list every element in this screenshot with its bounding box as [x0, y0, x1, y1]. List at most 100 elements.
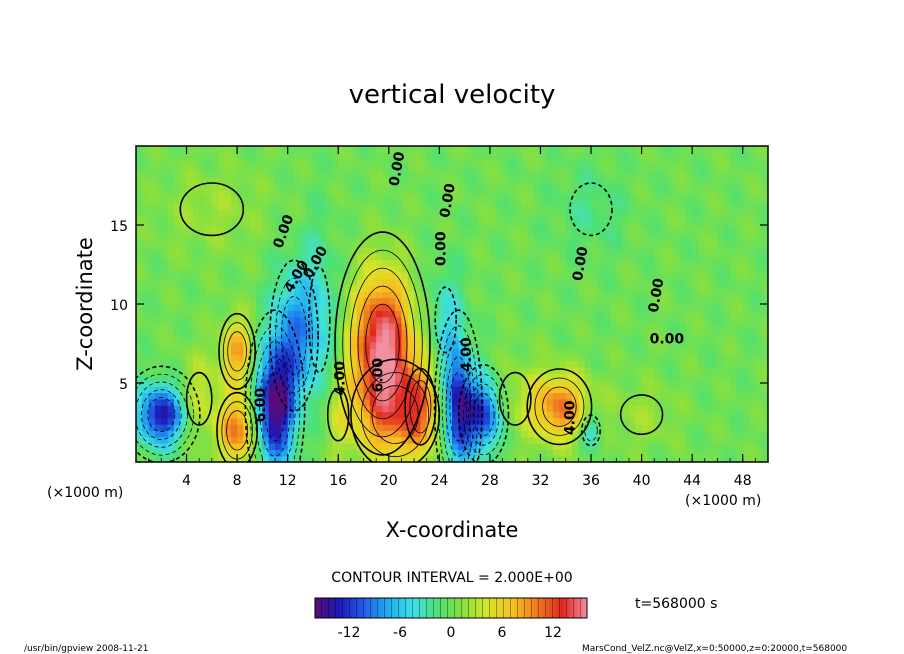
- field-cell: [262, 398, 270, 406]
- field-cell: [666, 190, 674, 198]
- field-cell: [256, 367, 263, 375]
- field-cell: [723, 329, 731, 337]
- field-cell: [363, 190, 371, 198]
- field-cell: [597, 316, 605, 324]
- field-cell: [685, 335, 693, 343]
- field-cell: [736, 354, 744, 362]
- field-cell: [464, 297, 472, 305]
- field-cell: [610, 373, 617, 381]
- field-cell: [673, 221, 681, 229]
- field-cell: [148, 234, 156, 242]
- field-cell: [647, 398, 655, 406]
- field-cell: [723, 430, 731, 438]
- field-cell: [458, 259, 466, 267]
- field-cell: [654, 436, 662, 444]
- field-cell: [679, 253, 687, 261]
- field-cell: [610, 247, 617, 255]
- field-cell: [249, 190, 257, 198]
- field-cell: [173, 202, 181, 210]
- field-cell: [692, 228, 700, 236]
- field-cell: [698, 253, 706, 261]
- field-cell: [755, 253, 763, 261]
- field-cell: [331, 285, 339, 292]
- field-cell: [755, 183, 763, 191]
- field-cell: [167, 234, 175, 242]
- field-cell: [338, 316, 346, 324]
- field-cell: [628, 196, 636, 204]
- field-cell: [262, 322, 270, 330]
- field-cell: [331, 221, 339, 229]
- field-cell: [761, 196, 768, 204]
- field-cell: [660, 285, 668, 292]
- field-cell: [420, 348, 428, 356]
- field-cell: [527, 449, 535, 457]
- field-cell: [148, 424, 156, 431]
- field-cell: [161, 291, 169, 299]
- field-cell: [275, 348, 282, 356]
- field-cell: [761, 405, 768, 413]
- field-cell: [597, 259, 605, 267]
- field-cell: [502, 190, 510, 198]
- field-cell: [578, 183, 586, 191]
- field-cell: [363, 152, 371, 160]
- field-cell: [584, 360, 592, 368]
- field-cell: [730, 152, 737, 160]
- field-cell: [294, 152, 301, 160]
- field-cell: [578, 285, 586, 292]
- field-cell: [660, 386, 668, 394]
- field-cell: [445, 392, 453, 400]
- field-cell: [553, 360, 561, 368]
- field-cell: [344, 253, 352, 261]
- field-cell: [458, 183, 466, 191]
- field-cell: [433, 272, 440, 280]
- field-cell: [572, 285, 579, 292]
- field-cell: [388, 215, 396, 223]
- field-cell: [749, 183, 756, 191]
- field-cell: [344, 202, 352, 210]
- field-cell: [692, 360, 700, 368]
- field-cell: [508, 449, 516, 457]
- field-cell: [527, 215, 535, 223]
- field-cell: [591, 392, 598, 400]
- field-cell: [755, 202, 763, 210]
- field-cell: [312, 177, 320, 185]
- field-cell: [331, 196, 339, 204]
- field-cell: [502, 392, 510, 400]
- field-cell: [717, 436, 725, 444]
- field-cell: [553, 158, 561, 166]
- field-cell: [647, 221, 655, 229]
- field-cell: [306, 272, 314, 280]
- field-cell: [268, 367, 276, 375]
- field-cell: [407, 329, 415, 337]
- field-cell: [205, 367, 213, 375]
- field-cell: [591, 316, 598, 324]
- field-cell: [565, 234, 573, 242]
- field-cell: [180, 266, 188, 273]
- field-cell: [698, 379, 706, 387]
- field-cell: [325, 209, 333, 217]
- field-cell: [553, 316, 561, 324]
- field-cell: [363, 177, 371, 185]
- field-cell: [749, 291, 756, 299]
- field-cell: [578, 164, 586, 172]
- field-cell: [711, 449, 719, 457]
- field-cell: [730, 322, 737, 330]
- field-cell: [723, 240, 731, 248]
- field-cell: [723, 405, 731, 413]
- field-cell: [546, 341, 554, 349]
- field-cell: [502, 360, 510, 368]
- field-cell: [218, 196, 226, 204]
- field-cell: [249, 297, 257, 305]
- field-cell: [218, 215, 226, 223]
- field-cell: [673, 164, 681, 172]
- field-cell: [256, 247, 263, 255]
- field-cell: [287, 259, 295, 267]
- field-cell: [717, 266, 725, 273]
- field-cell: [243, 360, 251, 368]
- field-cell: [464, 240, 472, 248]
- field-cell: [736, 209, 744, 217]
- field-cell: [268, 171, 276, 179]
- field-cell: [363, 360, 371, 368]
- field-cell: [540, 209, 548, 217]
- field-cell: [704, 215, 712, 223]
